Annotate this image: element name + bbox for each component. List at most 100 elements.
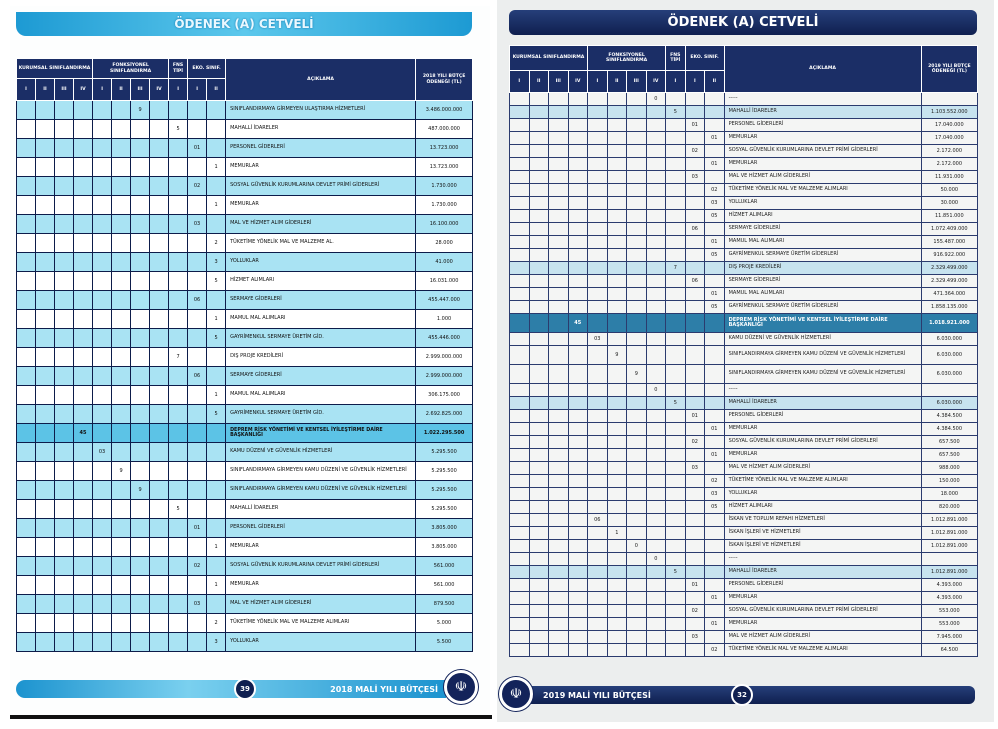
- empty-code-cell: [72, 385, 94, 405]
- empty-code-cell: [35, 518, 55, 538]
- empty-code-cell: [149, 537, 170, 557]
- empty-code-cell: [587, 170, 608, 184]
- empty-code-cell: [626, 183, 647, 197]
- table-row: 02 TÜKETİME YÖNELİK MAL VE MALZEME ALIMLA…: [509, 474, 979, 488]
- header-level: I: [587, 70, 608, 93]
- description-cell: MEMURLAR: [225, 157, 417, 177]
- empty-code-cell: [35, 138, 55, 158]
- empty-code-cell: [684, 287, 706, 301]
- empty-code-cell: [187, 404, 208, 424]
- empty-code-cell: [35, 461, 55, 481]
- amount-cell: 3.805.000: [415, 537, 474, 557]
- empty-code-cell: [606, 487, 628, 501]
- empty-code-cell: [606, 630, 628, 644]
- empty-code-cell: [567, 332, 589, 346]
- budget-table-2018: KURUMSAL SINIFLANDIRMA FONKSİYONEL SINIFL…: [15, 58, 474, 652]
- code-cell: 06: [684, 222, 706, 236]
- description-cell: TÜKETİME YÖNELİK MAL VE MALZEME ALIMLARI: [225, 613, 417, 633]
- empty-code-cell: [606, 332, 628, 346]
- page-2018: ÖDENEK (A) CETVELİ KURUMSAL SINIFLANDIRM…: [10, 6, 490, 716]
- empty-code-cell: [528, 144, 549, 158]
- empty-code-cell: [528, 196, 549, 210]
- empty-code-cell: [587, 565, 608, 579]
- empty-code-cell: [16, 271, 36, 291]
- empty-code-cell: [187, 423, 208, 443]
- table-row: 5 MAHALLİ İDARELER 5.295.500: [16, 499, 474, 519]
- empty-code-cell: [548, 235, 569, 249]
- empty-code-cell: [587, 435, 608, 449]
- empty-code-cell: [130, 594, 151, 614]
- empty-code-cell: [35, 271, 55, 291]
- empty-code-cell: [587, 235, 608, 249]
- empty-code-cell: [92, 556, 113, 576]
- header-level: III: [130, 78, 151, 101]
- empty-code-cell: [16, 575, 36, 595]
- empty-code-cell: [528, 248, 549, 262]
- empty-code-cell: [16, 233, 36, 253]
- budget-table-2019: KURUMSAL SINIFLANDIRMA FONKSİYONEL SINIFL…: [508, 45, 979, 657]
- empty-code-cell: [168, 556, 189, 576]
- empty-code-cell: [645, 209, 667, 223]
- empty-code-cell: [548, 383, 569, 397]
- empty-code-cell: [567, 448, 589, 462]
- empty-code-cell: [548, 222, 569, 236]
- empty-code-cell: [587, 474, 608, 488]
- empty-code-cell: [645, 274, 667, 288]
- empty-code-cell: [149, 214, 170, 234]
- empty-code-cell: [567, 435, 589, 449]
- description-cell: PERSONEL GİDERLERİ: [225, 138, 417, 158]
- table-row: 02 SOSYAL GÜVENLİK KURUMLARINA DEVLET PRİ…: [509, 144, 979, 158]
- table-row: 9 SINIFLANDIRMAYA GİRMEYEN KAMU DÜZENİ VE…: [16, 480, 474, 500]
- empty-code-cell: [92, 594, 113, 614]
- empty-code-cell: [567, 118, 589, 132]
- empty-code-cell: [645, 630, 667, 644]
- empty-code-cell: [587, 209, 608, 223]
- empty-code-cell: [509, 578, 530, 592]
- empty-code-cell: [665, 552, 686, 566]
- empty-code-cell: [72, 575, 94, 595]
- empty-code-cell: [626, 248, 647, 262]
- empty-code-cell: [72, 461, 94, 481]
- empty-code-cell: [684, 565, 706, 579]
- empty-code-cell: [187, 233, 208, 253]
- table-row: 01 MEMURLAR 657.500: [509, 448, 979, 462]
- empty-code-cell: [35, 537, 55, 557]
- code-cell: 03: [587, 332, 608, 346]
- empty-code-cell: [665, 300, 686, 314]
- table-row: 1 MEMURLAR 561.000: [16, 575, 474, 595]
- empty-code-cell: [626, 313, 647, 333]
- empty-code-cell: [645, 539, 667, 553]
- empty-code-cell: [187, 575, 208, 595]
- code-cell: 03: [704, 196, 725, 210]
- empty-code-cell: [72, 119, 94, 139]
- empty-code-cell: [206, 594, 227, 614]
- empty-code-cell: [509, 118, 530, 132]
- empty-code-cell: [92, 176, 113, 196]
- empty-code-cell: [567, 578, 589, 592]
- empty-code-cell: [111, 632, 132, 652]
- description-cell: SINIFLANDIRMAYA GİRMEYEN KAMU DÜZENİ VE …: [225, 461, 417, 481]
- empty-code-cell: [54, 328, 74, 348]
- empty-code-cell: [168, 613, 189, 633]
- empty-code-cell: [509, 539, 530, 553]
- empty-code-cell: [16, 423, 36, 443]
- description-cell: YOLLUKLAR: [225, 632, 417, 652]
- empty-code-cell: [72, 290, 94, 310]
- empty-code-cell: [111, 195, 132, 215]
- empty-code-cell: [35, 499, 55, 519]
- empty-code-cell: [149, 613, 170, 633]
- empty-code-cell: [54, 518, 74, 538]
- empty-code-cell: [509, 209, 530, 223]
- empty-code-cell: [92, 537, 113, 557]
- description-cell: TÜKETİME YÖNELİK MAL VE MALZEME ALIMLARI: [723, 183, 922, 197]
- description-cell: MAL VE HİZMET ALIM GİDERLERİ: [225, 594, 417, 614]
- empty-code-cell: [645, 332, 667, 346]
- amount-cell: 1.012.891.000: [920, 513, 979, 527]
- empty-code-cell: [111, 613, 132, 633]
- empty-code-cell: [206, 461, 227, 481]
- empty-code-cell: [528, 396, 549, 410]
- empty-code-cell: [684, 261, 706, 275]
- table-row: 9 SINIFLANDIRMAYA GİRMEYEN KAMU DÜZENİ VE…: [509, 364, 979, 384]
- empty-code-cell: [626, 422, 647, 436]
- empty-code-cell: [16, 404, 36, 424]
